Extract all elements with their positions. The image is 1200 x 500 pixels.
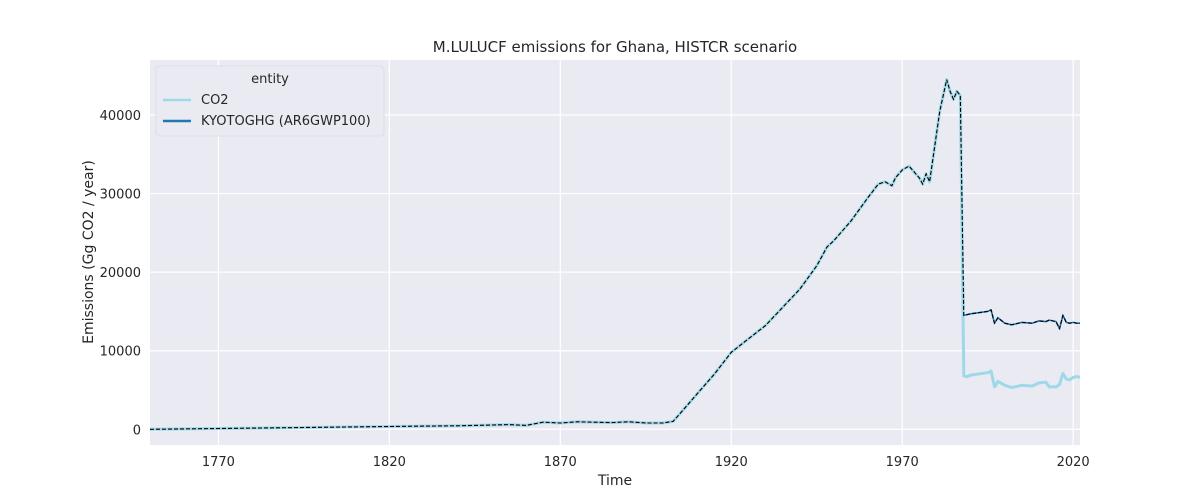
y-tick-10000: 10000 <box>100 345 141 360</box>
y-tick-40000: 40000 <box>100 109 141 124</box>
x-tick-1870: 1870 <box>544 455 577 470</box>
x-tick-2020: 2020 <box>1057 455 1090 470</box>
series-lines <box>149 78 1081 431</box>
legend: entity CO2 KYOTOGHG (AR6GWP100) <box>155 65 385 137</box>
y-tick-30000: 30000 <box>100 188 141 203</box>
x-tick-labels: 1770 1820 1870 1920 1970 2020 <box>202 455 1090 470</box>
legend-title: entity <box>251 72 289 87</box>
legend-label-co2: CO2 <box>201 93 229 108</box>
y-tick-labels: 0 10000 20000 30000 40000 <box>100 109 141 438</box>
chart-title: M.LULUCF emissions for Ghana, HISTCR sce… <box>433 38 797 56</box>
x-tick-1770: 1770 <box>202 455 235 470</box>
y-tick-20000: 20000 <box>100 266 141 281</box>
x-tick-1820: 1820 <box>373 455 406 470</box>
y-axis-label: Emissions (Gg CO2 / year) <box>81 160 97 344</box>
x-axis-label: Time <box>597 473 632 489</box>
legend-label-kyotoghg: KYOTOGHG (AR6GWP100) <box>201 114 371 129</box>
x-tick-1920: 1920 <box>715 455 748 470</box>
y-tick-0: 0 <box>133 423 141 438</box>
legend-box <box>155 65 385 137</box>
x-tick-1970: 1970 <box>886 455 919 470</box>
series-dashed-overlay-kyotoghg-ar6gwp100 <box>149 79 1080 430</box>
